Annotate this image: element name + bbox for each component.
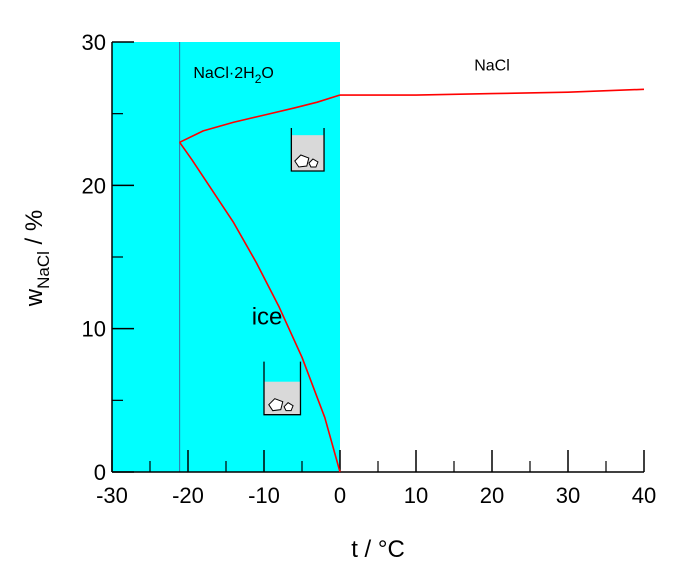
x-axis-title: t / °C: [351, 536, 405, 563]
salt-crystal: [308, 158, 319, 168]
x-tick-label: -20: [172, 483, 204, 508]
x-tick-label: 10: [404, 483, 428, 508]
beaker-liquid: [291, 135, 325, 171]
beaker-outline: [290, 128, 325, 172]
dihydrate-label: NaCl·2H2O: [193, 65, 273, 86]
y-tick-label: 30: [82, 30, 106, 55]
salt-crystal: [283, 402, 294, 412]
x-tick-label: 40: [632, 483, 656, 508]
beakers: [263, 128, 325, 416]
x-axis-ticks: -30 -20 -10 0 10 20 30 40: [96, 450, 656, 508]
ice-beaker: [263, 361, 302, 416]
solubility-curve: [178, 141, 341, 473]
y-tick-label: 20: [82, 173, 106, 198]
salt-crystal: [294, 154, 310, 168]
beaker-outline: [263, 361, 302, 416]
x-tick-label: -30: [96, 483, 128, 508]
x-tick-label: -10: [248, 483, 280, 508]
beaker-liquid: [264, 381, 301, 415]
ice-label: ice: [252, 303, 283, 330]
x-tick-label: 20: [480, 483, 504, 508]
shaded-region: [112, 42, 340, 472]
y-tick-label: 10: [82, 317, 106, 342]
solubility-curve: [179, 94, 341, 144]
y-axis-title: wNaCl / %: [21, 210, 53, 307]
x-tick-label: 0: [334, 483, 346, 508]
y-tick-label: 0: [94, 460, 106, 485]
nacl-label: NaCl: [474, 58, 510, 75]
x-tick-label: 30: [556, 483, 580, 508]
solubility-curve: [340, 88, 645, 96]
dihydrate-beaker: [290, 128, 325, 172]
curves: [178, 88, 645, 473]
y-axis-ticks: 0 10 20 30: [82, 30, 134, 485]
salt-crystal: [268, 398, 284, 412]
